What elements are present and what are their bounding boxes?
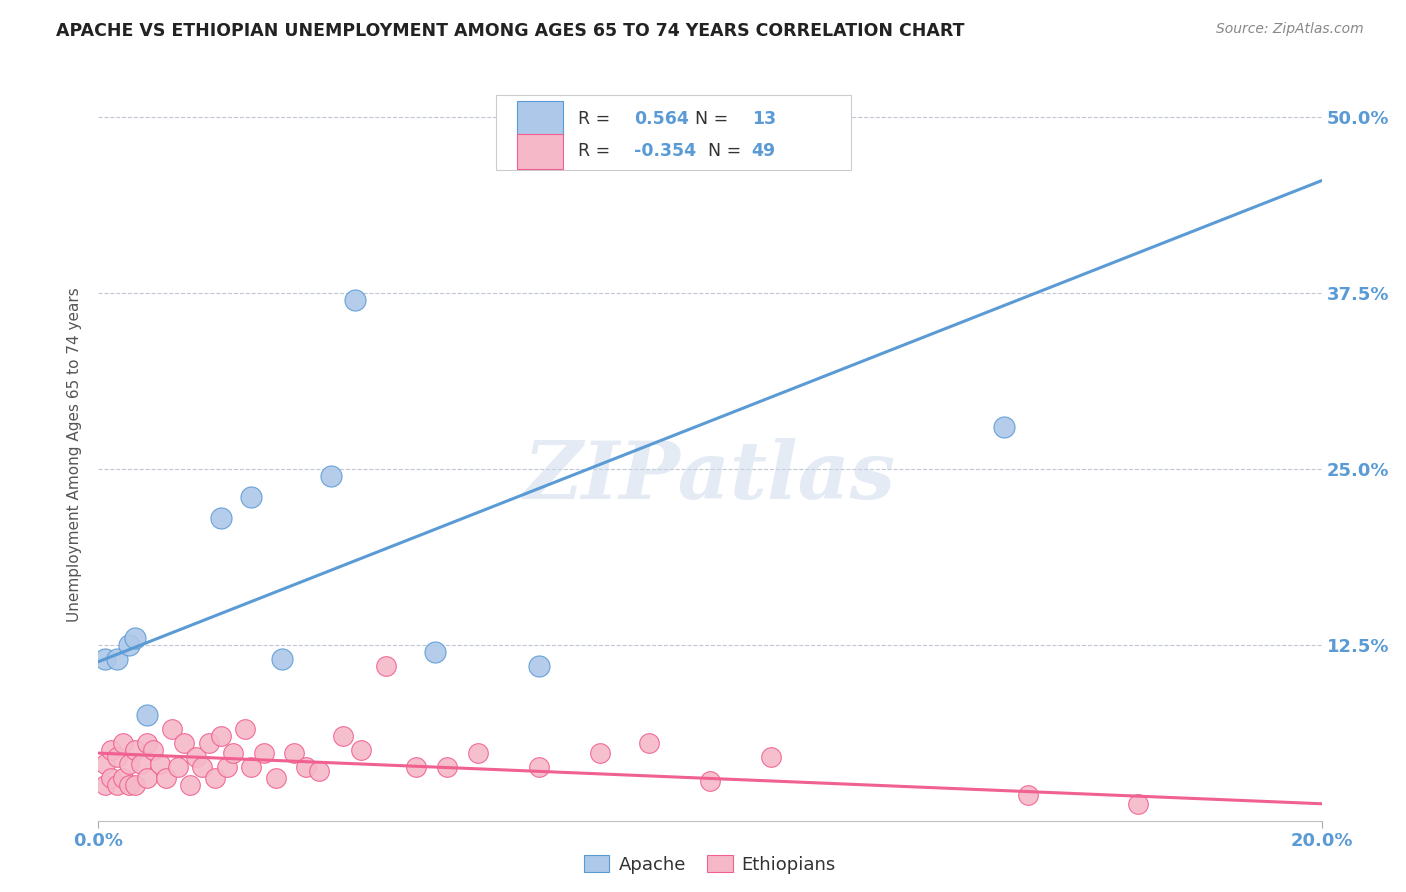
Point: [319, 469, 342, 483]
Point: [149, 757, 172, 772]
Point: [270, 652, 292, 666]
Point: [204, 772, 226, 786]
Point: [167, 760, 190, 774]
Point: [118, 638, 141, 652]
Point: [124, 743, 146, 757]
Point: [423, 645, 446, 659]
Text: R =: R =: [578, 142, 616, 161]
Point: [589, 746, 612, 760]
Point: [124, 631, 146, 645]
Bar: [517, 134, 564, 169]
Point: [136, 736, 159, 750]
Point: [155, 772, 177, 786]
Point: [699, 774, 721, 789]
Point: [93, 652, 115, 666]
Point: [215, 760, 238, 774]
Text: N =: N =: [707, 142, 747, 161]
Point: [93, 757, 115, 772]
Point: [264, 772, 287, 786]
Text: R =: R =: [578, 110, 616, 128]
Point: [142, 743, 165, 757]
Point: [105, 652, 128, 666]
Point: [186, 750, 208, 764]
Point: [111, 736, 134, 750]
Point: [308, 764, 330, 779]
Point: [93, 779, 115, 793]
Text: APACHE VS ETHIOPIAN UNEMPLOYMENT AMONG AGES 65 TO 74 YEARS CORRELATION CHART: APACHE VS ETHIOPIAN UNEMPLOYMENT AMONG A…: [56, 22, 965, 40]
Point: [105, 779, 128, 793]
Point: [1017, 789, 1039, 803]
Point: [111, 772, 134, 786]
Point: [136, 772, 159, 786]
Point: [344, 293, 367, 308]
Point: [527, 659, 550, 673]
Point: [252, 746, 274, 760]
Point: [295, 760, 318, 774]
Point: [527, 760, 550, 774]
Y-axis label: Unemployment Among Ages 65 to 74 years: Unemployment Among Ages 65 to 74 years: [67, 287, 83, 623]
Point: [759, 750, 782, 764]
FancyBboxPatch shape: [496, 95, 851, 169]
Point: [240, 490, 263, 504]
Point: [436, 760, 458, 774]
Point: [993, 419, 1015, 434]
Point: [240, 760, 263, 774]
Point: [118, 757, 141, 772]
Point: [105, 750, 128, 764]
Text: 49: 49: [752, 142, 776, 161]
Point: [191, 760, 214, 774]
Text: 0.564: 0.564: [634, 110, 689, 128]
Point: [100, 772, 122, 786]
Point: [1128, 797, 1150, 811]
Point: [209, 729, 232, 743]
Text: Source: ZipAtlas.com: Source: ZipAtlas.com: [1216, 22, 1364, 37]
Point: [179, 779, 201, 793]
Point: [136, 708, 159, 723]
Text: ZIPatlas: ZIPatlas: [524, 438, 896, 516]
Point: [283, 746, 305, 760]
Point: [197, 736, 219, 750]
Point: [100, 743, 122, 757]
Point: [173, 736, 195, 750]
Text: 13: 13: [752, 110, 776, 128]
Point: [637, 736, 661, 750]
Point: [374, 659, 396, 673]
Point: [209, 511, 232, 525]
Point: [124, 779, 146, 793]
Text: -0.354: -0.354: [634, 142, 696, 161]
Point: [405, 760, 427, 774]
Legend: Apache, Ethiopians: Apache, Ethiopians: [576, 848, 844, 881]
Point: [233, 723, 256, 737]
Point: [332, 729, 354, 743]
Point: [350, 743, 373, 757]
Bar: [517, 102, 564, 136]
Point: [160, 723, 183, 737]
Text: N =: N =: [696, 110, 734, 128]
Point: [467, 746, 489, 760]
Point: [129, 757, 152, 772]
Point: [118, 779, 141, 793]
Point: [222, 746, 245, 760]
